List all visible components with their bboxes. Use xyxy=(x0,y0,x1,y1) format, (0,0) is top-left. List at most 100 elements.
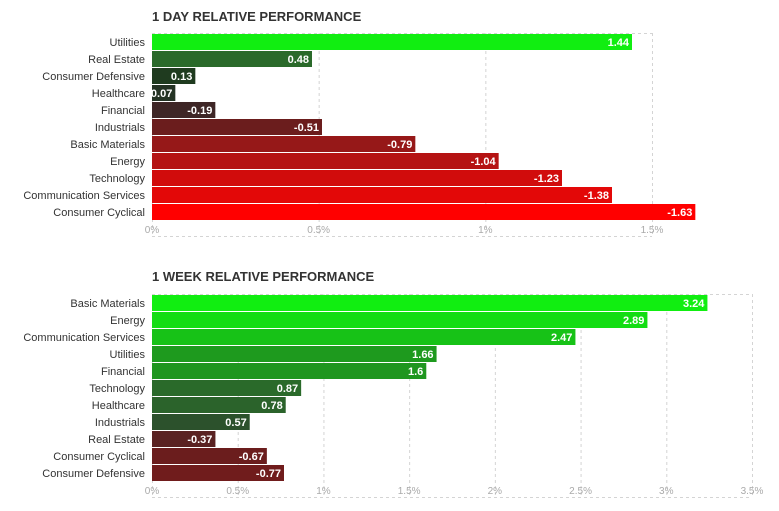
value-label: 1.44 xyxy=(608,37,630,49)
x-tick-label: 1% xyxy=(478,225,493,236)
bar xyxy=(152,187,612,203)
bar xyxy=(152,34,632,50)
value-label: 2.89 xyxy=(623,315,644,327)
value-label: -1.63 xyxy=(667,207,692,219)
x-tick-label: 1.5% xyxy=(398,486,421,497)
bar xyxy=(152,136,416,152)
value-label: -0.79 xyxy=(387,139,412,151)
x-tick-label: 3.5% xyxy=(741,486,764,497)
category-label: Financial xyxy=(101,366,145,378)
bar xyxy=(152,448,267,464)
bar-row: Real Estate -0.37 xyxy=(88,431,216,447)
bar-row: Financial 1.6 xyxy=(101,363,427,379)
bar xyxy=(152,119,322,135)
bar-row: Energy 2.89 xyxy=(110,312,648,328)
bar xyxy=(152,397,286,413)
category-label: Technology xyxy=(89,173,145,185)
x-tick-label: 0.5% xyxy=(307,225,330,236)
bar xyxy=(152,204,696,220)
value-label: -1.04 xyxy=(471,156,497,168)
value-label: 0.57 xyxy=(225,417,246,429)
value-label: -0.77 xyxy=(256,468,281,480)
bar-row: Financial -0.19 xyxy=(101,102,216,118)
value-label: -1.38 xyxy=(584,190,609,202)
bar-row: Basic Materials -0.79 xyxy=(70,136,416,152)
value-label: 0.78 xyxy=(261,400,282,412)
week-performance-chart: 1 WEEK RELATIVE PERFORMANCE 0% 0.5% 1% 1.5% 2… xyxy=(23,269,764,498)
bar xyxy=(152,51,312,67)
bar-row: Communication Services -1.38 xyxy=(23,187,612,203)
bar xyxy=(152,295,708,311)
value-label: 0.87 xyxy=(277,383,298,395)
category-label: Basic Materials xyxy=(70,298,145,310)
day-performance-chart: 1 DAY RELATIVE PERFORMANCE 0% 0.5% 1% 1.5% Ut… xyxy=(23,9,696,237)
bar-row: Industrials -0.51 xyxy=(95,119,322,135)
bar xyxy=(152,363,427,379)
category-label: Industrials xyxy=(95,417,146,429)
bar xyxy=(152,312,648,328)
bar xyxy=(152,153,499,169)
category-label: Real Estate xyxy=(88,434,145,446)
category-label: Healthcare xyxy=(92,88,145,100)
category-label: Energy xyxy=(110,315,145,327)
bar xyxy=(152,85,176,101)
value-label: 1.66 xyxy=(412,349,433,361)
category-label: Consumer Cyclical xyxy=(53,451,145,463)
chart-title: 1 DAY RELATIVE PERFORMANCE xyxy=(152,9,362,24)
x-tick-label: 3% xyxy=(659,486,674,497)
value-label: 0.13 xyxy=(171,71,192,83)
category-label: Communication Services xyxy=(23,190,145,202)
category-label: Consumer Cyclical xyxy=(53,207,145,219)
bar-row: Real Estate 0.48 xyxy=(88,51,312,67)
bar-row: Consumer Defensive 0.13 xyxy=(42,68,196,84)
value-label: -0.51 xyxy=(294,122,319,134)
x-tick-label: 1.5% xyxy=(641,225,664,236)
value-label: 0.07 xyxy=(151,88,172,100)
category-label: Energy xyxy=(110,156,145,168)
bar xyxy=(152,329,576,345)
category-label: Healthcare xyxy=(92,400,145,412)
x-tick-label: 0% xyxy=(145,225,160,236)
bar-row: Energy -1.04 xyxy=(110,153,499,169)
category-label: Real Estate xyxy=(88,54,145,66)
bar xyxy=(152,380,302,396)
bar-row: Utilities 1.66 xyxy=(110,346,437,362)
x-tick-label: 2.5% xyxy=(569,486,592,497)
category-label: Financial xyxy=(101,105,145,117)
value-label: -0.19 xyxy=(187,105,212,117)
value-label: -0.67 xyxy=(239,451,264,463)
chart-title: 1 WEEK RELATIVE PERFORMANCE xyxy=(152,269,375,284)
bar xyxy=(152,170,562,186)
value-label: -0.37 xyxy=(187,434,212,446)
category-label: Communication Services xyxy=(23,332,145,344)
bar xyxy=(152,465,284,481)
category-label: Industrials xyxy=(95,122,146,134)
x-tick-label: 0% xyxy=(145,486,160,497)
bar-row: Communication Services 2.47 xyxy=(23,329,576,345)
category-label: Consumer Defensive xyxy=(42,71,145,83)
bar-row: Basic Materials 3.24 xyxy=(70,295,708,311)
x-tick-label: 2% xyxy=(488,486,503,497)
x-tick-label: 1% xyxy=(316,486,331,497)
bar-row: Technology -1.23 xyxy=(89,170,562,186)
bar xyxy=(152,68,196,84)
bar-row: Healthcare 0.78 xyxy=(92,397,286,413)
x-tick-label: 0.5% xyxy=(226,486,249,497)
value-label: 0.48 xyxy=(288,54,309,66)
category-label: Utilities xyxy=(110,349,146,361)
bar xyxy=(152,346,437,362)
bar-row: Utilities 1.44 xyxy=(110,34,632,50)
bar xyxy=(152,431,216,447)
category-label: Utilities xyxy=(110,37,146,49)
value-label: 3.24 xyxy=(683,298,705,310)
bar-row: Healthcare 0.07 xyxy=(92,85,176,101)
bar-row: Technology 0.87 xyxy=(89,380,302,396)
bar-row: Consumer Cyclical -1.63 xyxy=(53,204,696,220)
bar xyxy=(152,414,250,430)
value-label: -1.23 xyxy=(534,173,559,185)
category-label: Consumer Defensive xyxy=(42,468,145,480)
bar-row: Consumer Cyclical -0.67 xyxy=(53,448,267,464)
bar-row: Industrials 0.57 xyxy=(95,414,250,430)
